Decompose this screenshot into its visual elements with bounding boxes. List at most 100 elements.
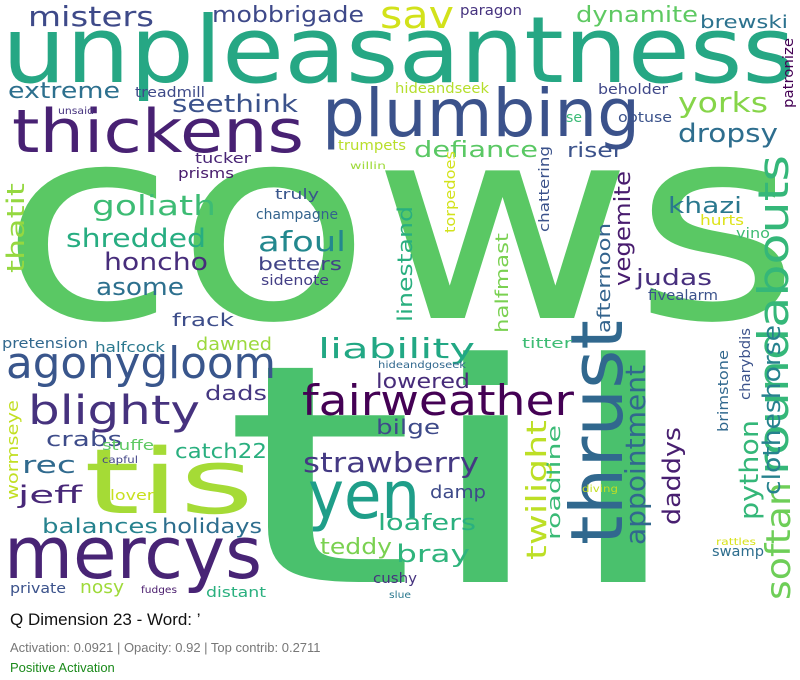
cloud-word-sidenote: sidenote	[261, 273, 329, 289]
cloud-word-honcho: honcho	[104, 248, 208, 276]
cloud-word-vegemite: vegemite	[611, 171, 636, 286]
cloud-word-hideandgoseek: hideandgoseek	[378, 360, 466, 371]
cloud-word-yen: yen	[308, 457, 420, 534]
cloud-word-til: til	[222, 299, 692, 600]
cloud-word-softan: softan	[759, 482, 799, 600]
cloud-word-jeff: jeff	[16, 481, 82, 509]
cloud-word-mercys: mercys	[4, 511, 262, 595]
cloud-word-defiance: defiance	[414, 138, 538, 163]
cloud-word-prisms: prisms	[178, 166, 234, 182]
cloud-word-trumpets: trumpets	[338, 138, 406, 154]
cloud-word-asome: asome	[96, 273, 184, 301]
cloud-word-thickens: thickens	[12, 97, 304, 167]
cloud-word-loafers: loafers	[378, 511, 476, 536]
cloud-word-liability: liability	[318, 332, 475, 365]
activation-stats: Activation: 0.0921 | Opacity: 0.92 | Top…	[10, 640, 321, 655]
cloud-word-obtuse: obtuse	[618, 110, 672, 126]
cloud-word-stuffe: stuffe	[102, 438, 154, 454]
cloud-word-roadline: roadline	[544, 425, 565, 540]
cloud-word-hurts: hurts	[700, 213, 744, 229]
cloud-word-python: python	[735, 420, 765, 520]
cloud-word-lover: lover	[110, 488, 154, 504]
cloud-word-judas: judas	[635, 266, 712, 291]
cloud-word-rattles: rattles	[716, 537, 756, 548]
cloud-word-fudges: fudges	[141, 585, 177, 596]
cloud-word-riser: riser	[567, 138, 624, 162]
cloud-word-patronize: patronize	[781, 38, 797, 108]
cloud-word-roundabouts: roundabouts	[749, 155, 798, 475]
cloud-word-chattering: chattering	[537, 146, 553, 232]
cloud-word-lowered: lowered	[376, 369, 470, 393]
cloud-word-extreme: extreme	[8, 79, 120, 104]
cloud-word-se: se	[566, 110, 582, 126]
cloud-word-teddy: teddy	[320, 535, 392, 560]
cloud-word-slue: slue	[389, 590, 411, 600]
cloud-word-thrust: thrust	[555, 320, 639, 545]
cloud-word-dads: dads	[205, 381, 267, 405]
cloud-word-mobbrigade: mobbrigade	[212, 3, 364, 28]
cloud-word-private: private	[10, 581, 66, 597]
cloud-word-champagne: champagne	[256, 207, 338, 223]
cloud-word-treadmill: treadmill	[135, 85, 205, 101]
cloud-word-unpleasantness: unpleasantness	[2, 0, 795, 104]
cloud-word-rec: rec	[22, 451, 76, 479]
figure-title: Q Dimension 23 - Word: ’	[10, 610, 201, 629]
cloud-word-tucker: tucker	[195, 151, 251, 167]
cloud-word-linestand: linestand	[393, 206, 417, 322]
cloud-word-bray: bray	[396, 540, 470, 568]
cloud-word-balances: balances	[42, 514, 158, 538]
cloud-word-titter: titter	[522, 336, 572, 352]
cloud-word-wormseye: wormseye	[3, 400, 22, 500]
cloud-word-dropsy: dropsy	[678, 119, 778, 149]
cloud-word-daddys: daddys	[658, 427, 686, 525]
cloud-word-capful: capful	[102, 455, 138, 466]
cloud-word-blighty: blighty	[28, 388, 200, 434]
cloud-word-bilge: bilge	[376, 415, 440, 439]
cloud-word-clotheshorse: clotheshorse	[758, 325, 786, 495]
cloud-word-thatit: thatit	[2, 183, 30, 273]
cloud-word-crabs: crabs	[46, 427, 122, 451]
cloud-word-unsaid: unsaid	[58, 106, 94, 117]
cloud-word-yorks: yorks	[678, 86, 768, 119]
cloud-word-fivealarm: fivealarm	[648, 288, 718, 304]
cloud-word-brewski: brewski	[700, 12, 788, 33]
cloud-word-twilight: twilight	[520, 420, 553, 560]
cloud-word-holidays: holidays	[162, 514, 262, 538]
cloud-word-cushy: cushy	[373, 571, 417, 587]
cloud-word-afoul: afoul	[258, 225, 346, 258]
cloud-word-torpedoes: torpedoes	[443, 151, 459, 233]
cloud-word-dawned: dawned	[196, 334, 272, 355]
cloud-word-cows: cows	[0, 67, 800, 382]
cloud-word-dynamite: dynamite	[576, 3, 698, 28]
cloud-word-strawberry: strawberry	[303, 446, 479, 479]
cloud-word-tis: tis	[84, 430, 254, 535]
cloud-word-sav: sav	[380, 0, 454, 37]
cloud-word-plumbing: plumbing	[322, 75, 640, 152]
cloud-word-fairweather: fairweather	[302, 376, 575, 425]
cloud-word-damp: damp	[430, 482, 486, 503]
cloud-word-betters: betters	[258, 254, 342, 275]
cloud-word-frack: frack	[172, 310, 235, 331]
cloud-word-halfcock: halfcock	[95, 340, 166, 356]
activation-polarity-label: Positive Activation	[10, 660, 115, 675]
cloud-word-khazi: khazi	[668, 194, 742, 219]
cloud-word-goliath: goliath	[92, 189, 216, 222]
cloud-word-brimstone: brimstone	[716, 350, 732, 432]
cloud-word-afternoon: afternoon	[594, 223, 615, 333]
cloud-word-willin: willin	[350, 161, 386, 172]
cloud-word-truly: truly	[275, 187, 319, 203]
cloud-word-pretension: pretension	[2, 336, 88, 352]
cloud-word-halfmast: halfmast	[492, 233, 513, 333]
cloud-word-vino: vino	[736, 226, 770, 242]
cloud-word-distant: distant	[206, 585, 267, 600]
cloud-word-seethink: seethink	[172, 90, 298, 118]
cloud-word-charybdis: charybdis	[738, 328, 754, 400]
cloud-word-misters: misters	[28, 0, 154, 33]
cloud-word-beholder: beholder	[598, 82, 668, 98]
cloud-word-appointment: appointment	[619, 365, 652, 545]
cloud-word-catch22: catch22	[175, 439, 267, 463]
cloud-word-diving: diving	[582, 484, 618, 495]
cloud-word-shredded: shredded	[66, 224, 206, 254]
cloud-word-hideandseek: hideandseek	[395, 81, 490, 97]
cloud-word-swamp: swamp	[712, 544, 764, 560]
